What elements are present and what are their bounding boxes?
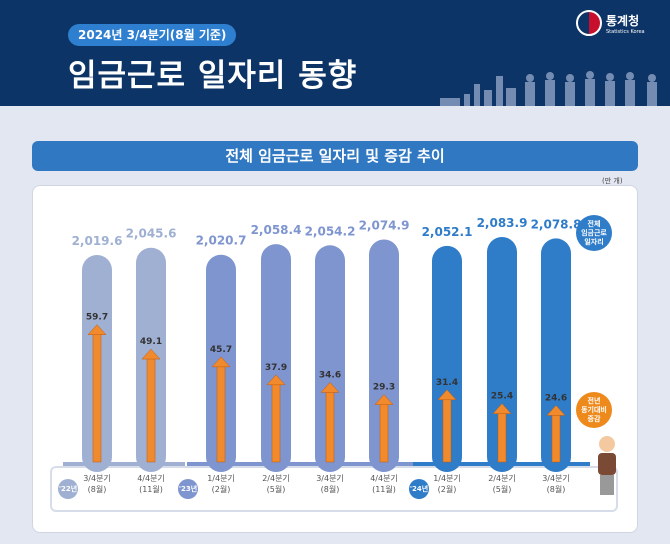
- page-title: 임금근로 일자리 동향: [68, 58, 358, 94]
- increase-arrow-head: [492, 403, 512, 414]
- total-bar: [315, 245, 345, 472]
- period-badge: 2024년 3/4분기(8월 기준): [68, 24, 237, 46]
- increase-value-label: 49.1: [140, 337, 162, 347]
- logo-subtext: Statistics Korea: [606, 28, 645, 35]
- increase-arrow-head: [87, 324, 107, 335]
- increase-value-label: 31.4: [436, 378, 458, 388]
- year-badge: '23년: [178, 479, 198, 499]
- increase-arrow-shaft: [497, 411, 507, 463]
- increase-value-label: 34.6: [319, 370, 341, 380]
- increase-arrow-head: [211, 356, 231, 368]
- increase-value-label: 24.6: [545, 393, 567, 403]
- increase-arrow-shaft: [379, 402, 389, 463]
- total-value-label: 2,078.8: [531, 217, 582, 231]
- increase-arrow-head: [546, 405, 566, 416]
- unit-label: (만 개): [602, 177, 623, 185]
- increase-arrow-head: [374, 394, 394, 405]
- increase-arrow-shaft: [92, 332, 102, 463]
- legend-bubble: 전년 동기대비 증감: [576, 392, 612, 428]
- total-value-label: 2,083.9: [477, 216, 528, 230]
- presenter-figure-icon: [600, 475, 614, 495]
- taegeuk-logo-icon: [576, 10, 602, 36]
- total-bar: [432, 245, 462, 472]
- chart-title: 전체 임금근로 일자리 및 증감 추이: [32, 141, 638, 171]
- increase-arrow-shaft: [442, 397, 452, 463]
- increase-arrow-shaft: [551, 413, 561, 463]
- total-value-label: 2,054.2: [305, 224, 356, 238]
- x-tick-label: 1/4분기 (2월): [207, 474, 235, 494]
- presenter-figure-icon: [599, 436, 615, 452]
- x-tick-label: 1/4분기 (2월): [433, 474, 461, 494]
- increase-arrow-head: [320, 382, 340, 393]
- increase-arrow-head: [266, 374, 286, 386]
- total-bar: [261, 244, 291, 472]
- city-skyline-icon: [440, 71, 657, 106]
- increase-value-label: 29.3: [373, 383, 395, 393]
- statistics-korea-logo: 통계청 Statistics Korea: [576, 10, 645, 36]
- increase-arrow-head: [437, 389, 457, 401]
- x-tick-label: 4/4분기 (11월): [137, 474, 165, 494]
- total-value-label: 2,058.4: [251, 223, 302, 237]
- year-badge: '22년: [58, 479, 78, 499]
- group-baseline: [63, 462, 185, 466]
- total-value-label: 2,020.7: [196, 234, 247, 248]
- x-tick-label: 2/4분기 (5월): [488, 474, 516, 494]
- x-tick-label: 3/4분기 (8월): [316, 474, 344, 494]
- total-value-label: 2,052.1: [422, 225, 473, 239]
- total-value-label: 2,074.9: [359, 219, 410, 233]
- x-tick-label: 2/4분기 (5월): [262, 474, 290, 494]
- total-bar: [369, 239, 399, 472]
- x-axis-box: [50, 466, 618, 512]
- presenter-figure-icon: [598, 453, 616, 475]
- increase-arrow-shaft: [271, 382, 281, 463]
- total-value-label: 2,045.6: [126, 227, 177, 241]
- group-baseline: [187, 462, 418, 466]
- increase-value-label: 25.4: [491, 392, 513, 402]
- increase-arrow-shaft: [325, 390, 335, 463]
- legend-bubble: 전체 임금근로 일자리: [576, 215, 612, 251]
- increase-arrow-head: [141, 348, 161, 360]
- x-tick-label: 3/4분기 (8월): [83, 474, 111, 494]
- increase-arrow-shaft: [146, 356, 156, 463]
- logo-text: 통계청: [606, 13, 640, 28]
- increase-arrow-shaft: [216, 364, 226, 463]
- increase-value-label: 45.7: [210, 345, 232, 355]
- year-badge: '24년: [409, 479, 429, 499]
- increase-value-label: 59.7: [86, 313, 108, 323]
- header-banner: 2024년 3/4분기(8월 기준) 임금근로 일자리 동향 통계청 Statis…: [0, 0, 670, 106]
- total-value-label: 2,019.6: [72, 234, 123, 248]
- x-tick-label: 3/4분기 (8월): [542, 474, 570, 494]
- x-tick-label: 4/4분기 (11월): [370, 474, 398, 494]
- increase-value-label: 37.9: [265, 363, 287, 373]
